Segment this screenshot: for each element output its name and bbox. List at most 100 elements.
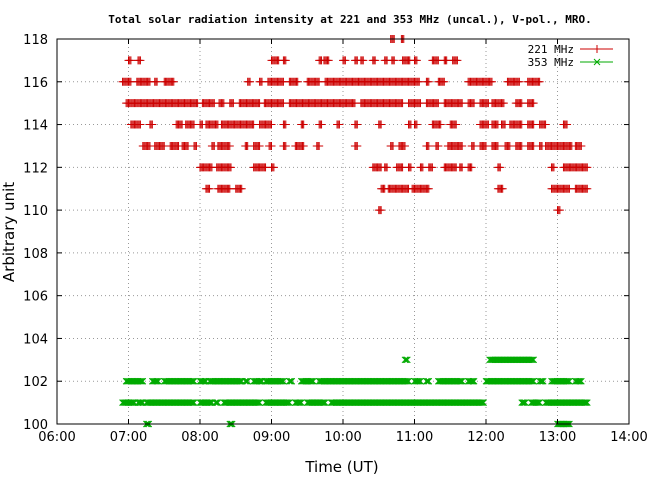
y-tick-label: 102: [23, 375, 48, 390]
data-point: [529, 99, 538, 108]
data-point: [406, 163, 415, 172]
data-point: [477, 399, 485, 406]
x-axis-ticks: 06:00 07:00 08:00 09:00 10:00 11:00 12:00 13:00…: [38, 39, 648, 445]
x-tick-label: 08:00: [181, 430, 218, 445]
data-point: [299, 120, 308, 129]
data-point: [237, 184, 246, 193]
data-point: [581, 399, 589, 406]
data-point: [529, 377, 536, 385]
data-point: [576, 377, 584, 385]
legend-marker: [593, 58, 601, 66]
data-point: [424, 377, 431, 385]
data-point: [126, 56, 135, 65]
legend-marker: [593, 45, 601, 53]
data-point: [402, 377, 410, 385]
data-point: [468, 377, 476, 385]
data-point: [538, 377, 546, 385]
data-point: [457, 377, 465, 385]
data-point: [244, 377, 252, 385]
data-point: [241, 377, 249, 385]
data-point: [470, 377, 478, 385]
data-point: [436, 120, 445, 129]
data-point: [400, 141, 409, 150]
data-point: [537, 377, 545, 385]
data-point: [319, 399, 327, 406]
data-point: [359, 56, 368, 65]
data-point: [189, 399, 197, 406]
data-point: [535, 77, 544, 86]
data-point: [136, 56, 145, 65]
data-point: [192, 141, 201, 150]
y-axis-label: Arbitrary unit: [0, 182, 18, 282]
x-tick-label: 14:00: [610, 430, 647, 445]
data-point: [529, 356, 536, 364]
data-point: [498, 184, 507, 193]
x-tick-label: 13:00: [539, 430, 576, 445]
data-point: [555, 206, 564, 215]
data-point: [417, 377, 424, 385]
data-point: [412, 120, 421, 129]
data-point: [541, 120, 550, 129]
data-point: [296, 399, 304, 406]
data-point: [205, 184, 214, 193]
data-point: [256, 377, 263, 385]
data-point: [341, 56, 350, 65]
data-point: [139, 377, 147, 385]
data-point: [237, 377, 244, 385]
y-tick-label: 116: [23, 76, 48, 91]
data-point: [415, 377, 423, 385]
data-point: [320, 399, 328, 406]
data-point: [243, 377, 250, 385]
data-point: [390, 56, 399, 65]
data-point: [277, 377, 285, 385]
data-point: [189, 377, 197, 385]
data-point: [458, 141, 467, 150]
data-point: [533, 399, 541, 406]
data-point: [412, 56, 421, 65]
data-point: [536, 399, 543, 406]
data-point: [324, 56, 333, 65]
data-point: [281, 141, 290, 150]
data-point: [307, 377, 315, 385]
data-point: [428, 163, 437, 172]
data-point: [137, 377, 144, 385]
data-point: [424, 77, 433, 86]
x-tick-label: 09:00: [253, 430, 290, 445]
data-point: [440, 77, 449, 86]
data-point: [425, 377, 433, 385]
data-point: [253, 399, 261, 406]
data-point: [267, 141, 276, 150]
data-point: [577, 141, 586, 150]
x-tick-label: 07:00: [110, 430, 147, 445]
data-point: [577, 377, 585, 385]
data-point: [207, 399, 215, 406]
data-point: [321, 399, 329, 406]
data-point: [563, 377, 571, 385]
data-point: [225, 141, 234, 150]
data-point: [169, 77, 178, 86]
data-point: [415, 77, 424, 86]
chart-title: Total solar radiation intensity at 221 a…: [108, 13, 591, 26]
data-point: [137, 399, 144, 406]
data-point: [424, 141, 433, 150]
x-tick-label: 10:00: [324, 430, 361, 445]
data-point: [278, 377, 286, 385]
data-point: [371, 56, 380, 65]
grid-lines: [57, 39, 629, 424]
data-point: [530, 356, 538, 364]
data-point: [479, 399, 486, 406]
series-1: [119, 356, 591, 428]
data-point: [521, 399, 529, 406]
data-point: [405, 377, 412, 385]
data-point: [377, 206, 386, 215]
data-point: [493, 141, 502, 150]
data-point: [188, 377, 196, 385]
data-point: [527, 377, 535, 385]
data-point: [267, 120, 276, 129]
data-point: [308, 377, 316, 385]
data-point: [563, 120, 572, 129]
data-point: [583, 399, 591, 406]
data-point: [401, 356, 409, 364]
data-point: [283, 399, 291, 406]
